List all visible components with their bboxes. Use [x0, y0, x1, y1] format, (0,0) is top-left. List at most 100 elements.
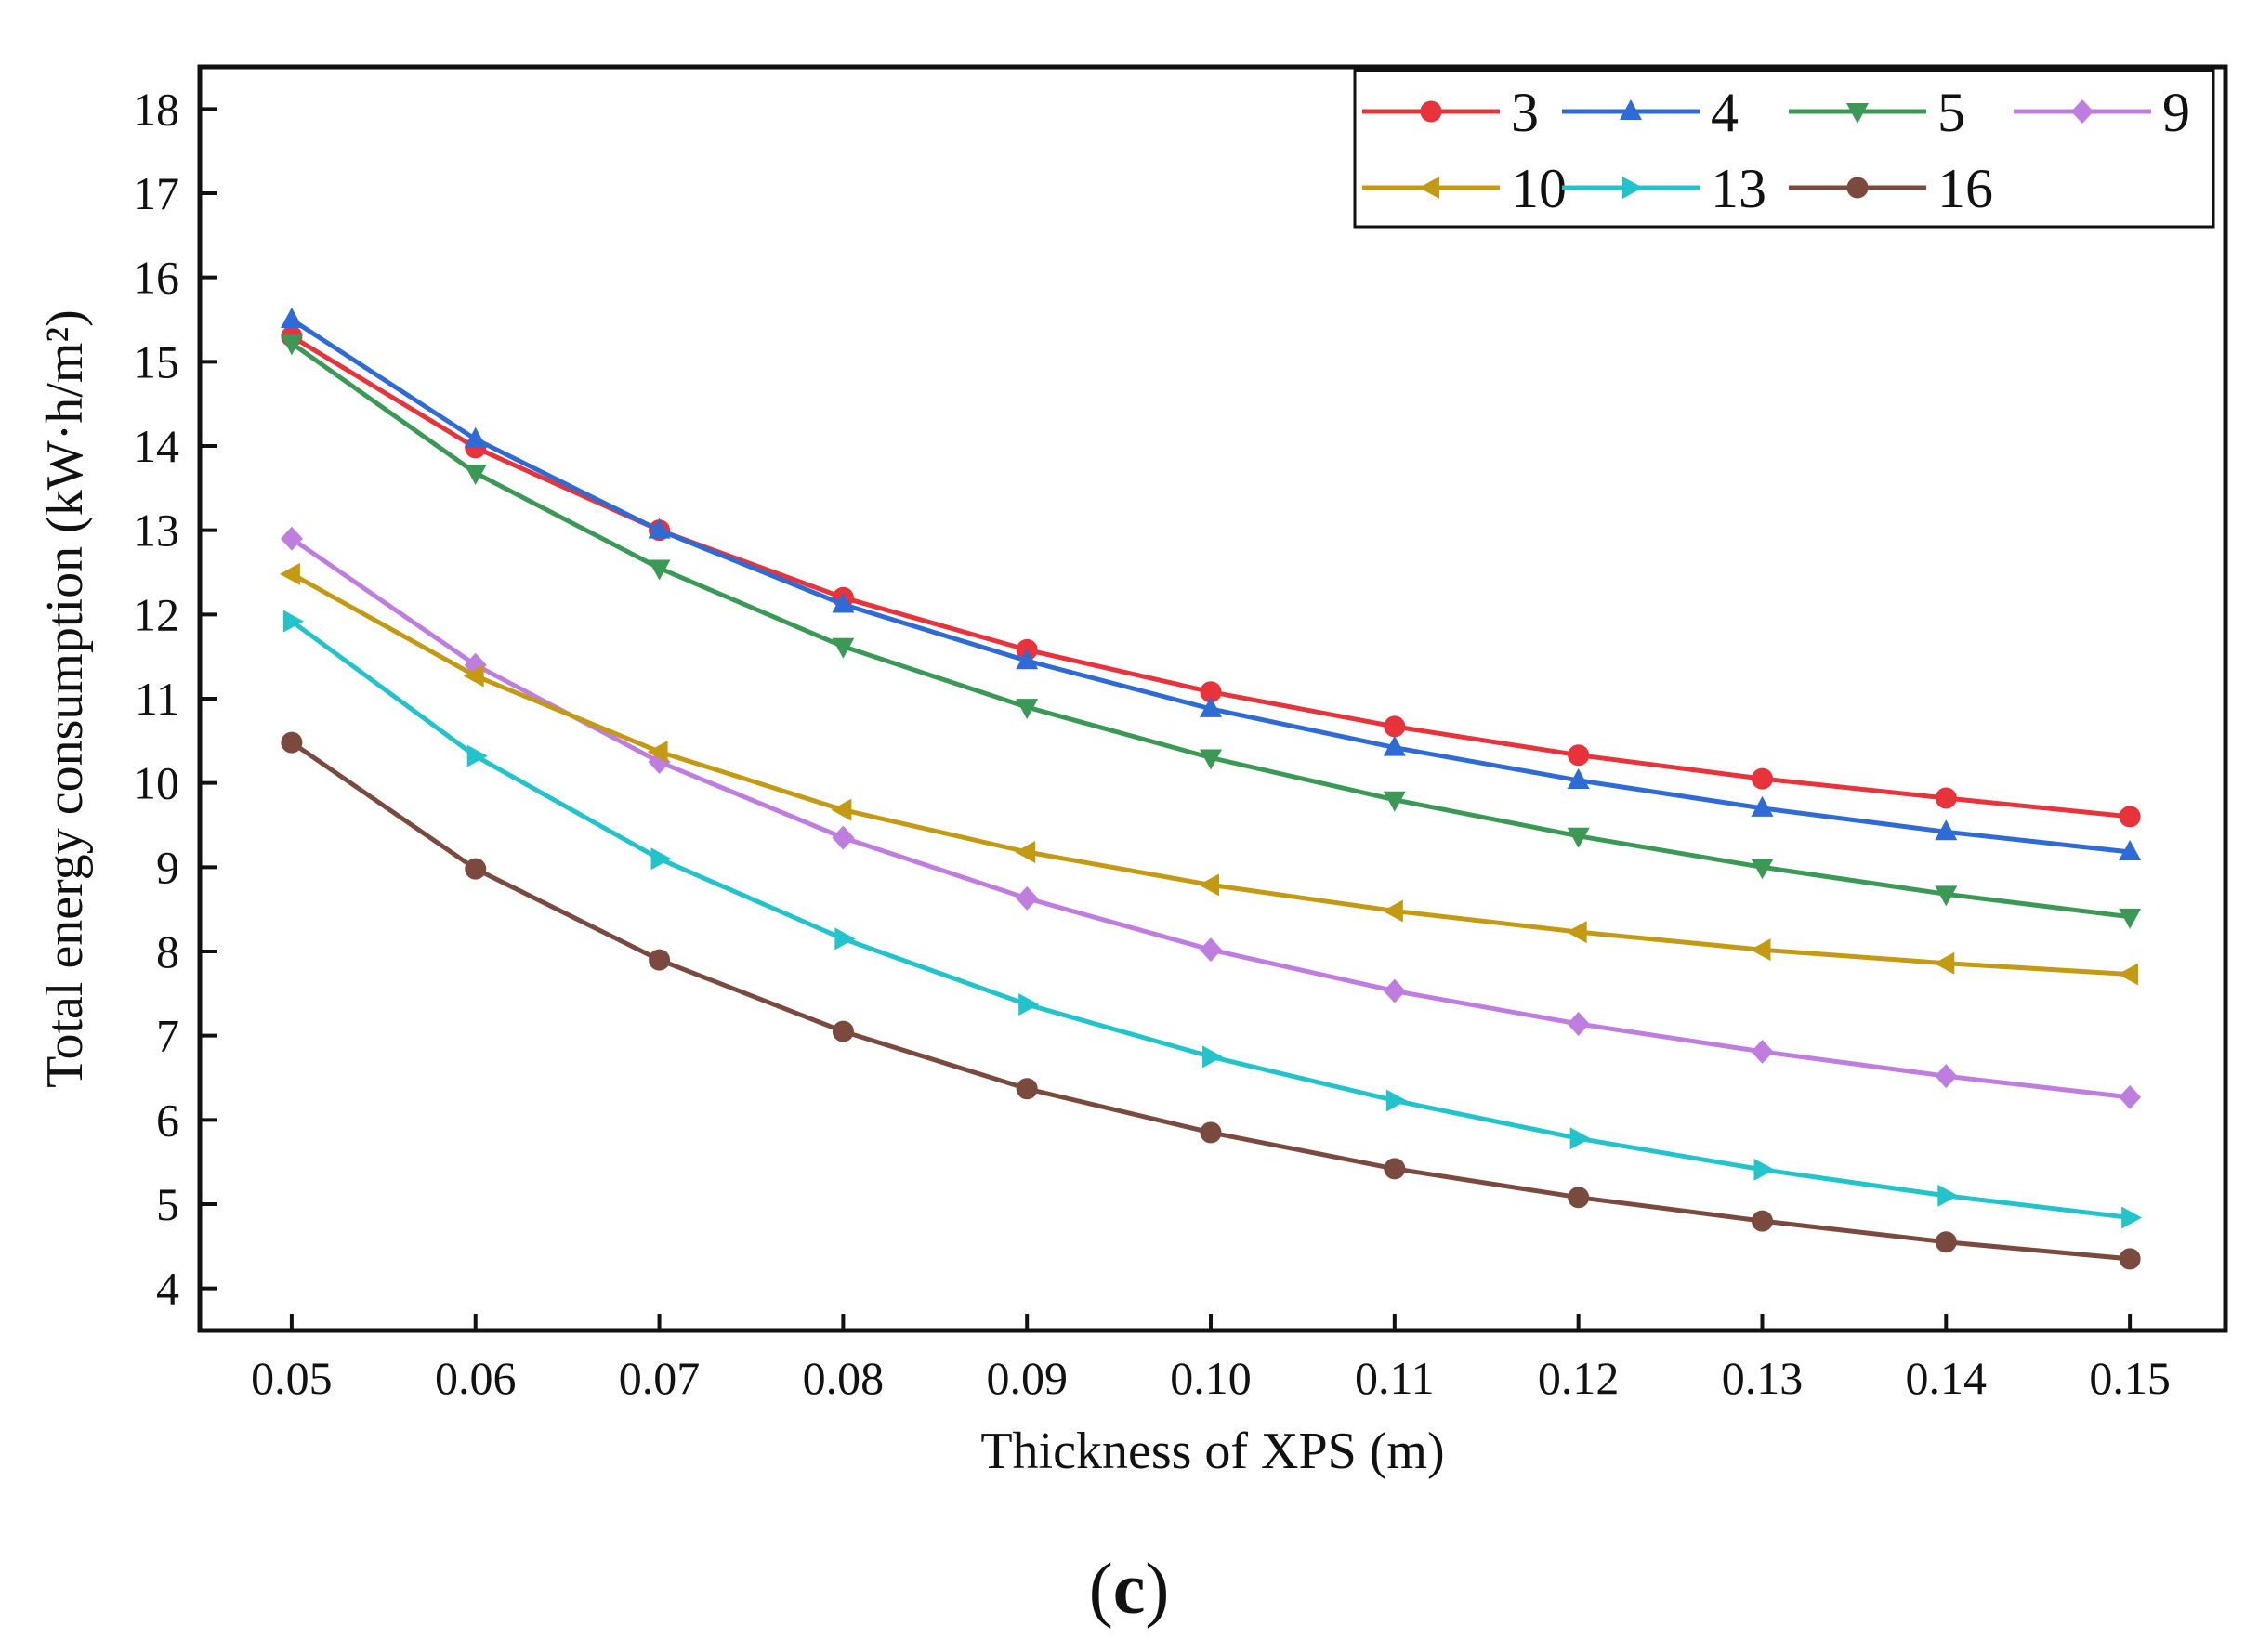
- legend-entry-4: 4: [1562, 82, 1739, 143]
- legend-entry-13: 13: [1562, 158, 1766, 219]
- data-point: [648, 518, 671, 539]
- data-point: [2119, 840, 2142, 861]
- data-point: [1750, 938, 1771, 962]
- data-point: [650, 847, 672, 871]
- data-point: [1016, 885, 1039, 911]
- x-tick-label: 0.15: [2089, 1352, 2171, 1404]
- data-point: [463, 664, 484, 688]
- y-tick-label: 17: [133, 167, 179, 219]
- legend-label: 3: [1511, 82, 1539, 143]
- series-layer: [279, 308, 2143, 1270]
- data-point: [2119, 1084, 2142, 1109]
- legend-marker: [1846, 103, 1869, 124]
- y-axis: 4 5 6 7 8 9 10 11 12 13 14 15 16 17 18: [133, 83, 217, 1315]
- series-10: [279, 562, 2139, 986]
- legend-label: 13: [1711, 158, 1766, 219]
- data-point: [1200, 937, 1223, 963]
- x-tick-label: 0.09: [986, 1352, 1068, 1404]
- data-point: [1202, 1045, 1224, 1069]
- legend-entry-16: 16: [1789, 158, 1993, 219]
- x-axis: 0.05 0.06 0.07 0.08 0.09 0.10 0.11 0.12 0.13 0.14…: [251, 1314, 2171, 1404]
- y-tick-label: 15: [133, 335, 179, 387]
- series-line-5: [290, 341, 2131, 920]
- legend-entry-5: 5: [1789, 82, 1965, 143]
- data-point: [1382, 899, 1403, 923]
- data-point: [832, 637, 855, 659]
- data-point: [1935, 819, 1958, 841]
- series-line-3: [290, 334, 2131, 819]
- data-point: [1016, 649, 1039, 670]
- y-tick-label: 12: [133, 588, 179, 640]
- data-point: [832, 592, 855, 613]
- data-point: [648, 559, 671, 581]
- data-point: [2119, 806, 2141, 828]
- data-point: [1199, 873, 1220, 897]
- data-point: [1200, 1121, 1222, 1144]
- data-point: [1383, 978, 1406, 1003]
- y-tick-label: 6: [156, 1094, 179, 1146]
- x-tick-label: 0.10: [1170, 1352, 1252, 1404]
- legend-marker: [1620, 99, 1642, 120]
- data-point: [831, 798, 852, 821]
- legend-label: 10: [1511, 158, 1567, 219]
- data-point: [1568, 1187, 1590, 1209]
- y-tick-label: 9: [156, 841, 179, 893]
- x-tick-label: 0.11: [1355, 1352, 1435, 1404]
- data-point: [1569, 1127, 1591, 1150]
- legend-marker: [1419, 177, 1439, 199]
- data-point: [1751, 767, 1773, 790]
- data-point: [647, 741, 668, 764]
- data-point: [280, 308, 303, 328]
- y-tick-label: 4: [156, 1263, 179, 1315]
- legend-marker: [1420, 100, 1442, 123]
- x-axis-title: Thickness of XPS (m): [980, 1423, 1444, 1480]
- legend-box: [1353, 69, 2215, 229]
- series-line-4: [290, 317, 2131, 855]
- series-5: [280, 334, 2142, 929]
- legend-label: 5: [1937, 82, 1965, 143]
- y-tick-label: 11: [135, 673, 179, 725]
- x-tick-label: 0.14: [1906, 1352, 1988, 1404]
- data-point: [1566, 921, 1587, 944]
- data-point: [834, 927, 856, 951]
- data-point: [1200, 696, 1223, 717]
- data-point: [1935, 1231, 1957, 1253]
- data-point: [1751, 1039, 1774, 1064]
- data-point: [1935, 885, 1958, 907]
- legend-marker: [2071, 99, 2094, 124]
- legend-label: 9: [2162, 82, 2190, 143]
- data-point: [1567, 1011, 1590, 1036]
- data-point: [279, 562, 300, 585]
- data-point: [281, 731, 303, 754]
- y-tick-label: 5: [156, 1178, 179, 1230]
- x-tick-label: 0.13: [1722, 1352, 1804, 1404]
- data-point: [1935, 1064, 1958, 1089]
- x-tick-label: 0.08: [803, 1352, 885, 1404]
- data-point: [832, 1020, 854, 1042]
- series-13: [282, 610, 2143, 1229]
- series-16: [281, 731, 2141, 1270]
- y-tick-label: 10: [133, 757, 179, 809]
- y-tick-label: 7: [156, 1010, 179, 1062]
- data-point: [2118, 963, 2139, 986]
- x-tick-label: 0.05: [251, 1352, 333, 1404]
- legend-label: 4: [1711, 82, 1739, 143]
- data-point: [1016, 1078, 1038, 1100]
- legend-marker: [1622, 177, 1643, 199]
- data-point: [832, 825, 855, 850]
- data-point: [466, 744, 488, 767]
- data-point: [1567, 827, 1590, 848]
- x-tick-label: 0.12: [1538, 1352, 1620, 1404]
- legend-entry-10: 10: [1362, 158, 1567, 219]
- data-point: [2119, 1248, 2141, 1270]
- legend-marker: [1846, 177, 1869, 199]
- series-9: [280, 526, 2142, 1109]
- data-point: [1937, 1184, 1959, 1207]
- data-point: [282, 610, 304, 633]
- data-point: [280, 334, 303, 356]
- data-point: [1384, 715, 1406, 738]
- data-point: [1015, 841, 1036, 864]
- y-tick-label: 18: [133, 83, 179, 135]
- figure-caption: (c): [1088, 1548, 1170, 1629]
- data-point: [1751, 1210, 1773, 1232]
